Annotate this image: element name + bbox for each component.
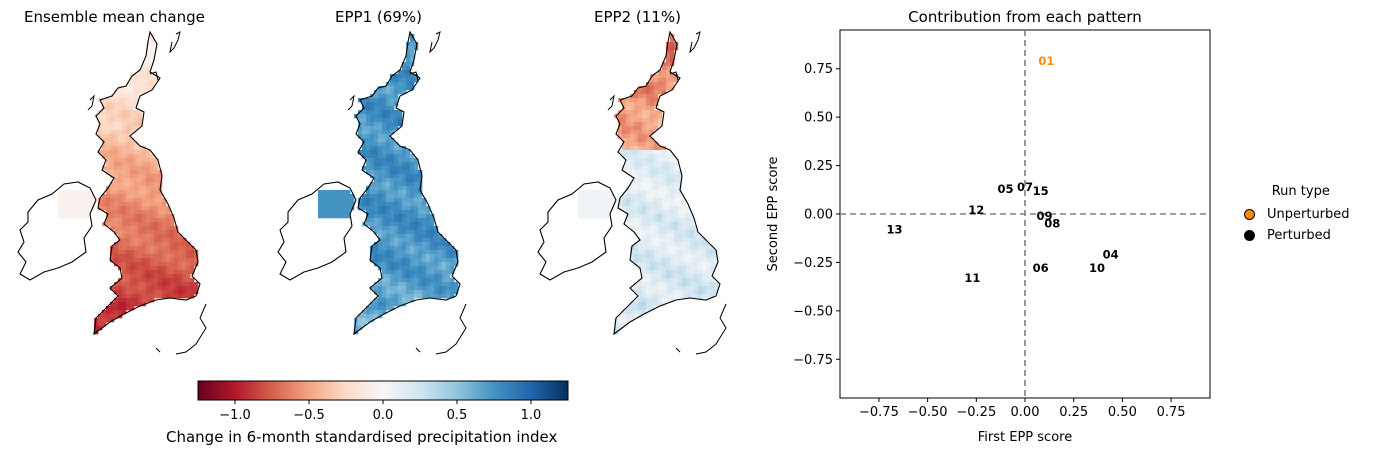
coastline-channel-islands (415, 347, 421, 353)
map-title-epp1: EPP1 (69%) (335, 8, 422, 26)
map-title-epp2: EPP2 (11%) (594, 8, 681, 26)
coastline-france (695, 303, 727, 355)
point-label-09: 09 (1036, 209, 1052, 223)
point-label-11: 11 (964, 271, 980, 285)
chart-title: Contribution from each pattern (908, 8, 1142, 26)
point-label-04: 04 (1103, 248, 1119, 262)
x-tick-label: 0.00 (1011, 405, 1040, 420)
colorbar-tick-label: −1.0 (219, 408, 251, 423)
legend-title: Run type (1271, 184, 1330, 199)
colorbar-tick-label: 0.5 (447, 408, 468, 423)
y-axis-label: Second EPP score (766, 157, 781, 272)
y-tick-label: −0.50 (793, 304, 833, 319)
coastline-orkney (409, 71, 419, 81)
y-tick-label: 0.25 (804, 159, 833, 174)
coastline-orkney (149, 71, 159, 81)
x-tick-label: −0.25 (956, 405, 996, 420)
coastline-channel-islands (675, 347, 681, 353)
legend-label-perturbed: Perturbed (1267, 228, 1331, 243)
coastline-gb (353, 30, 461, 336)
coastline-hebrides (87, 94, 95, 111)
coastline-ireland (537, 181, 617, 281)
colorbar-tick-label: 1.0 (521, 408, 542, 423)
map-panel-1 (17, 30, 207, 355)
y-tick-label: 0.75 (804, 62, 833, 77)
legend-entry-unperturbed: Unperturbed (1238, 204, 1350, 225)
y-tick-label: −0.75 (793, 353, 833, 368)
x-tick-label: 0.25 (1059, 405, 1088, 420)
legend-label-unperturbed: Unperturbed (1267, 207, 1350, 222)
x-tick-label: −0.75 (859, 405, 899, 420)
x-tick-label: 0.50 (1108, 405, 1137, 420)
legend-marker-unperturbed (1244, 209, 1255, 220)
coastline-gb (613, 30, 721, 336)
colorbar-tick-label: 0.0 (373, 408, 394, 423)
y-tick-label: −0.25 (793, 256, 833, 271)
coastline-channel-islands (155, 347, 161, 353)
point-label-06: 06 (1033, 261, 1049, 275)
x-tick-label: 0.75 (1157, 405, 1186, 420)
point-label-15: 15 (1033, 184, 1049, 198)
point-label-01: 01 (1038, 54, 1054, 68)
coastline-hebrides (607, 94, 615, 111)
coastline-france (435, 303, 467, 355)
point-label-05: 05 (998, 182, 1014, 196)
colorbar: −1.0 −0.5 0.0 0.5 1.0 (197, 380, 569, 423)
uk-maps (17, 30, 727, 355)
x-axis-label: First EPP score (978, 430, 1072, 445)
colorbar-label: Change in 6-month standardised precipita… (166, 428, 558, 446)
map-panel-2 (277, 30, 467, 355)
coastline-shetland (689, 31, 701, 54)
legend: Run type Unperturbed Perturbed (1238, 184, 1350, 246)
coastline-ireland (17, 181, 97, 281)
y-tick-label: 0.00 (804, 208, 833, 223)
coastline-shetland (429, 31, 441, 54)
point-label-12: 12 (968, 203, 984, 217)
coastline-orkney (669, 71, 679, 81)
coastline-ireland (277, 181, 357, 281)
coastline-hebrides (347, 94, 355, 111)
coastline-shetland (169, 31, 181, 54)
legend-entry-perturbed: Perturbed (1238, 225, 1350, 246)
coastline-france (175, 303, 207, 355)
point-label-08: 08 (1044, 217, 1060, 231)
coastline-gb (93, 30, 201, 336)
map-panel-3 (537, 30, 727, 355)
point-label-07: 07 (1017, 180, 1033, 194)
legend-marker-perturbed (1244, 230, 1255, 241)
colorbar-tick-label: −0.5 (293, 408, 325, 423)
map-title-ensemble-mean: Ensemble mean change (24, 8, 205, 26)
point-label-13: 13 (887, 222, 903, 236)
x-tick-label: −0.50 (908, 405, 948, 420)
point-label-10: 10 (1089, 261, 1105, 275)
y-tick-label: 0.50 (804, 111, 833, 126)
